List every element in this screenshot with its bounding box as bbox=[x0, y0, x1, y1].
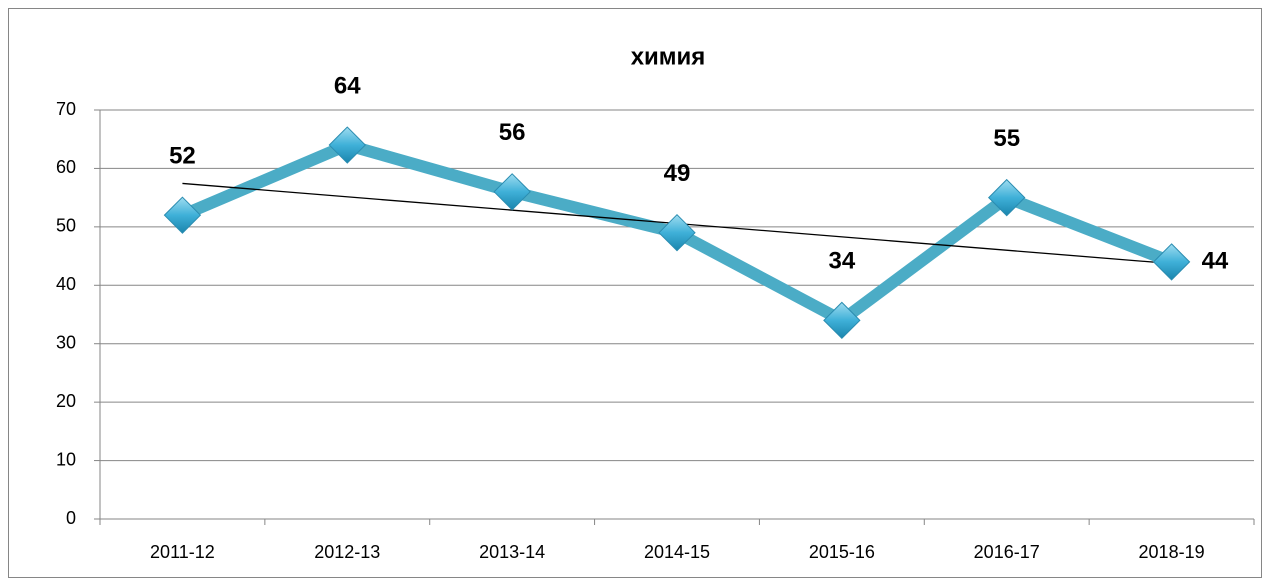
x-tick-label: 2012-13 bbox=[314, 542, 380, 562]
y-tick-label: 10 bbox=[56, 449, 76, 469]
x-tick-label: 2011-12 bbox=[150, 542, 215, 562]
data-label: 55 bbox=[993, 125, 1020, 152]
chart-border bbox=[8, 8, 1262, 578]
marker bbox=[163, 196, 202, 234]
marker bbox=[658, 213, 696, 252]
marker bbox=[988, 178, 1026, 217]
x-tick-label: 2016-17 bbox=[974, 542, 1040, 562]
marker bbox=[1152, 243, 1191, 281]
x-tick-label: 2015-16 bbox=[809, 542, 875, 562]
y-tick-label: 0 bbox=[66, 508, 76, 528]
y-tick-label: 20 bbox=[56, 391, 76, 411]
chart-title: химия bbox=[631, 43, 706, 70]
x-tick-label: 2014-15 bbox=[644, 542, 710, 562]
y-tick-label: 60 bbox=[56, 157, 76, 177]
data-label: 64 bbox=[334, 72, 361, 99]
data-label: 34 bbox=[829, 248, 856, 275]
x-tick-label: 2013-14 bbox=[479, 542, 545, 562]
y-tick-label: 30 bbox=[56, 332, 76, 352]
data-label: 49 bbox=[664, 160, 691, 187]
marker bbox=[493, 173, 531, 211]
x-tick-label: 2018-19 bbox=[1139, 542, 1205, 562]
y-tick-label: 70 bbox=[56, 99, 76, 119]
data-label: 44 bbox=[1202, 247, 1229, 274]
data-label: 56 bbox=[499, 119, 526, 146]
y-tick-label: 40 bbox=[56, 274, 76, 294]
marker bbox=[328, 126, 366, 164]
data-label: 52 bbox=[169, 143, 196, 170]
marker bbox=[823, 301, 861, 340]
y-tick-label: 50 bbox=[56, 216, 76, 236]
